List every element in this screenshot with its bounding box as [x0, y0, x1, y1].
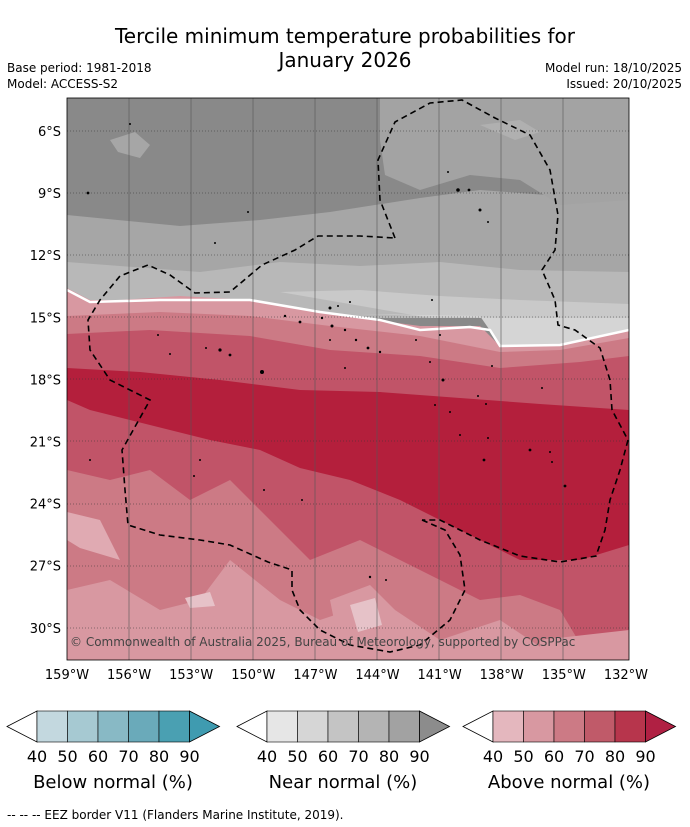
legend-near-high-cap	[419, 710, 451, 743]
run-info: Model run: 18/10/2025 Issued: 20/10/2025	[545, 60, 682, 92]
lon-label: 144°W	[355, 668, 399, 683]
lat-label: 30°S	[30, 622, 61, 637]
above-normal-50-patch	[67, 512, 120, 560]
lat-label: 24°S	[30, 498, 61, 513]
legend-below-swatch	[158, 710, 190, 743]
near-normal-80-patch	[380, 98, 629, 205]
lon-label: 141°W	[418, 668, 462, 683]
legend-near-swatch	[327, 710, 359, 743]
legend-below-swatch	[97, 710, 129, 743]
lon-label: 147°W	[293, 668, 337, 683]
legend-above-high-cap	[645, 710, 677, 743]
legend-tick-label: 90	[179, 747, 199, 766]
near-normal-50-region	[360, 314, 629, 345]
legend-below-high-cap	[189, 710, 221, 743]
lat-label: 15°S	[30, 311, 61, 326]
eez-borders	[87, 99, 629, 653]
lat-label: 6°S	[38, 125, 61, 140]
near-normal-blob-2	[480, 120, 540, 140]
legend-below: 40 50 60 70 80 90 Below normal (%)	[6, 710, 221, 793]
legend-near-low-cap	[236, 710, 268, 743]
legend-near-swatch	[358, 710, 390, 743]
legend-tick-label: 50	[57, 747, 77, 766]
lon-label: 150°W	[231, 668, 275, 683]
legend-tick-label: 60	[318, 747, 338, 766]
above-normal-40-blob	[185, 592, 215, 608]
lon-label: 132°W	[604, 668, 648, 683]
legend-tick-label: 90	[635, 747, 655, 766]
lat-label: 9°S	[38, 187, 61, 202]
lat-label: 21°S	[30, 436, 61, 451]
base-period: Base period: 1981-2018	[7, 61, 152, 75]
legend-tick-label: 80	[149, 747, 169, 766]
eez-border-east	[377, 99, 629, 563]
legend: 40 50 60 70 80 90 Below normal (%) 40 50 60 70 80 90…	[6, 710, 677, 793]
legend-above-swatch	[553, 710, 585, 743]
map-area	[67, 98, 629, 660]
model-run: Model run: 18/10/2025	[544, 61, 682, 75]
legend-near-swatch	[266, 710, 298, 743]
legend-title: Near normal (%)	[269, 772, 418, 793]
legend-title: Above normal (%)	[488, 772, 650, 793]
legend-above-swatch	[614, 710, 646, 743]
tercile-boundary	[67, 288, 629, 348]
above-normal-40-patch	[350, 598, 382, 632]
legend-below-swatch	[36, 710, 68, 743]
legend-above-low-cap	[462, 710, 494, 743]
gridlines	[67, 130, 629, 629]
legend-tick-label: 50	[287, 747, 307, 766]
lon-label: 138°W	[480, 668, 524, 683]
legend-tick-label: 80	[605, 747, 625, 766]
chart-title: Tercile minimum temperature probabilitie…	[0, 24, 690, 72]
legend-title: Below normal (%)	[33, 772, 193, 793]
legend-above-swatch	[523, 710, 555, 743]
lon-label: 156°W	[107, 668, 151, 683]
legend-tick-label: 80	[379, 747, 399, 766]
copyright-notice: © Commonwealth of Australia 2025, Bureau…	[70, 635, 575, 649]
legend-tick-label: 40	[257, 747, 277, 766]
legend-above-swatch	[584, 710, 616, 743]
issued-date: Issued: 20/10/2025	[566, 77, 682, 91]
legend-below-swatch	[67, 710, 99, 743]
lat-label: 12°S	[30, 249, 61, 264]
near-normal-80-blob	[110, 132, 150, 158]
legend-near: 40 50 60 70 80 90 Near normal (%)	[236, 710, 451, 793]
longitude-labels: 159°W 156°W 153°W 150°W 147°W 144°W 141°W 138°W…	[45, 668, 648, 683]
legend-near-swatch	[388, 710, 420, 743]
lon-label: 135°W	[542, 668, 586, 683]
lat-label: 27°S	[30, 560, 61, 575]
legend-tick-label: 70	[574, 747, 594, 766]
model-info: Base period: 1981-2018 Model: ACCESS-S2	[7, 60, 152, 92]
legend-tick-label: 60	[544, 747, 564, 766]
above-normal-90-region	[67, 368, 629, 560]
legend-tick-label: 50	[513, 747, 533, 766]
legend-above-swatch	[492, 710, 524, 743]
legend-below-low-cap	[6, 710, 38, 743]
legend-tick-label: 40	[27, 747, 47, 766]
lat-label: 18°S	[30, 373, 61, 388]
eez-border-west	[87, 235, 466, 653]
legend-tick-label: 90	[409, 747, 429, 766]
legend-above: 40 50 60 70 80 90 Above normal (%)	[462, 710, 677, 793]
map-frame	[66, 97, 630, 661]
legend-tick-label: 70	[118, 747, 138, 766]
lon-label: 159°W	[45, 668, 89, 683]
legend-below-swatch	[128, 710, 160, 743]
probability-map: © Commonwealth of Australia 2025, Bureau…	[6, 97, 677, 793]
near-normal-60-region	[280, 290, 629, 318]
latitude-labels: 6°S 9°S 12°S 15°S 18°S 21°S 24°S 27°S 30°S	[30, 125, 61, 637]
legend-tick-label: 60	[88, 747, 108, 766]
above-normal-60-patch-sw	[67, 590, 250, 660]
title-line-1: Tercile minimum temperature probabilitie…	[114, 24, 576, 48]
eez-footnote: -- -- -- EEZ border V11 (Flanders Marine…	[7, 808, 344, 822]
islands	[86, 123, 567, 581]
model-name: Model: ACCESS-S2	[7, 77, 119, 91]
legend-near-swatch	[297, 710, 329, 743]
title-line-2: January 2026	[278, 48, 412, 72]
legend-tick-label: 70	[348, 747, 368, 766]
lon-label: 153°W	[169, 668, 213, 683]
above-normal-60-patch-se	[540, 630, 629, 660]
legend-tick-label: 40	[483, 747, 503, 766]
meridians	[128, 98, 564, 660]
